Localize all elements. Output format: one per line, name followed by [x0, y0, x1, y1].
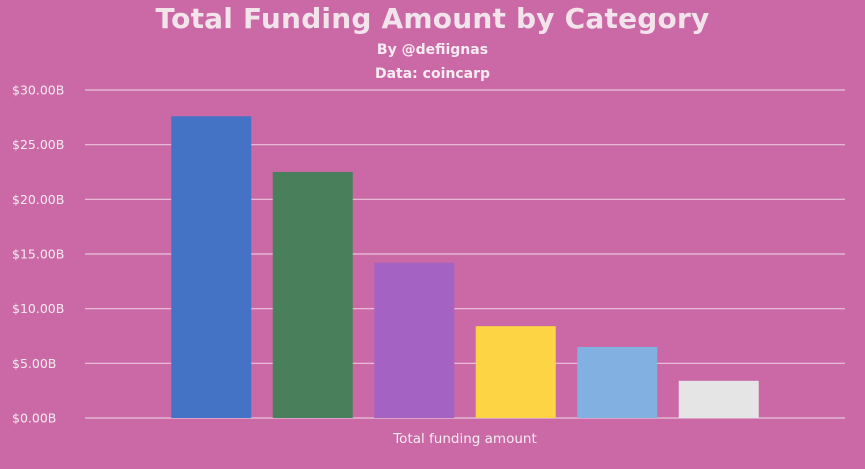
y-tick-label: $0.00B [12, 411, 56, 426]
bar [272, 172, 353, 418]
bar [374, 262, 455, 418]
chart-subtitle-source: Data: coincarp [374, 66, 491, 82]
x-axis-label: Total funding amount [392, 431, 537, 447]
y-tick-label: $30.00B [12, 83, 64, 98]
y-tick-label: $25.00B [12, 137, 64, 152]
y-tick-label: $10.00B [12, 301, 64, 316]
y-tick-label: $15.00B [12, 247, 64, 262]
y-tick-label: $5.00B [12, 356, 56, 371]
bar [171, 116, 252, 419]
chart-title: Total Funding Amount by Category [155, 2, 710, 35]
bar [475, 326, 556, 418]
y-tick-label: $20.00B [12, 192, 64, 207]
bar [577, 346, 658, 418]
chart-subtitle-author: By @defiignas [376, 42, 489, 58]
bar [678, 380, 759, 418]
